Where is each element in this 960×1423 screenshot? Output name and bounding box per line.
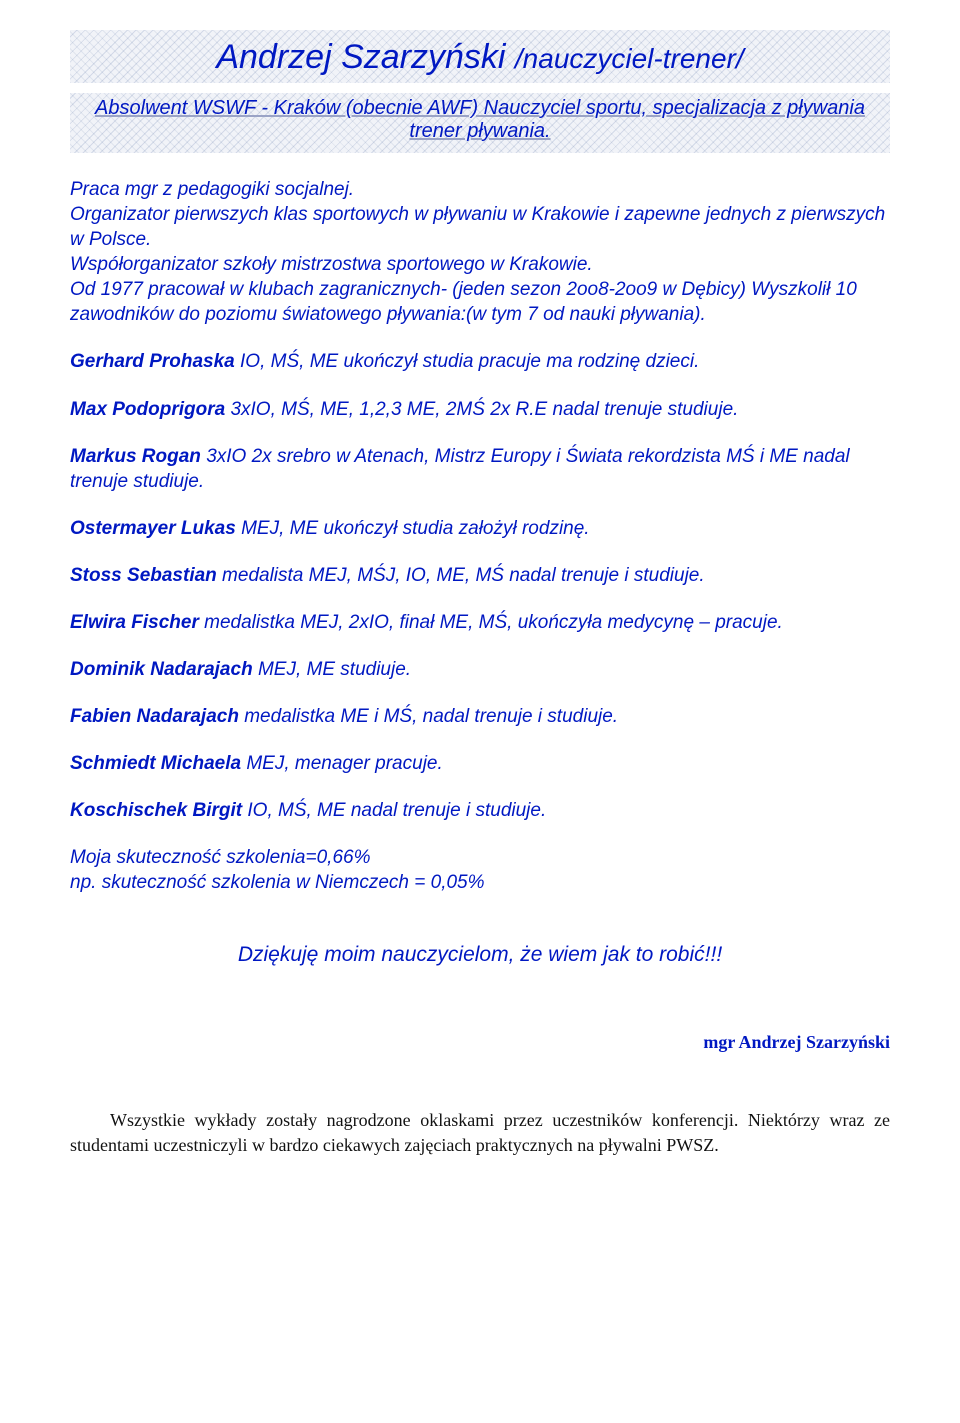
page-title-banner: Andrzej Szarzyński /nauczyciel-trener/ bbox=[70, 30, 890, 83]
athlete-entry: Gerhard Prohaska IO, MŚ, ME ukończył stu… bbox=[70, 349, 890, 374]
athlete-entry: Stoss Sebastian medalista MEJ, MŚJ, IO, … bbox=[70, 563, 890, 588]
athlete-desc: IO, MŚ, ME nadal trenuje i studiuje. bbox=[242, 800, 546, 821]
page-title-sub: /nauczyciel-trener/ bbox=[515, 43, 744, 74]
athlete-name: Fabien Nadarajach bbox=[70, 706, 239, 727]
athlete-name: Schmiedt Michaela bbox=[70, 753, 241, 774]
efficacy-paragraph: Moja skuteczność szkolenia=0,66% np. sku… bbox=[70, 845, 890, 895]
athlete-desc: medalistka ME i MŚ, nadal trenuje i stud… bbox=[239, 706, 618, 727]
athlete-entry: Elwira Fischer medalistka MEJ, 2xIO, fin… bbox=[70, 610, 890, 635]
athlete-entry: Max Podoprigora 3xIO, MŚ, ME, 1,2,3 ME, … bbox=[70, 397, 890, 422]
athlete-entry: Ostermayer Lukas MEJ, ME ukończył studia… bbox=[70, 516, 890, 541]
athlete-entry: Dominik Nadarajach MEJ, ME studiuje. bbox=[70, 657, 890, 682]
document-page: Andrzej Szarzyński /nauczyciel-trener/ A… bbox=[0, 0, 960, 1423]
intro-paragraph: Praca mgr z pedagogiki socjalnej. Organi… bbox=[70, 177, 890, 327]
athlete-name: Gerhard Prohaska bbox=[70, 351, 235, 372]
page-title-main: Andrzej Szarzyński bbox=[216, 38, 515, 76]
athlete-list: Gerhard Prohaska IO, MŚ, ME ukończył stu… bbox=[70, 349, 890, 823]
athlete-desc: MEJ, ME ukończył studia założył rodzinę. bbox=[236, 518, 590, 539]
athlete-name: Max Podoprigora bbox=[70, 399, 225, 420]
signature: mgr Andrzej Szarzyński bbox=[70, 1032, 890, 1053]
athlete-entry: Fabien Nadarajach medalistka ME i MŚ, na… bbox=[70, 704, 890, 729]
athlete-entry: Schmiedt Michaela MEJ, menager pracuje. bbox=[70, 751, 890, 776]
athlete-entry: Koschischek Birgit IO, MŚ, ME nadal tren… bbox=[70, 798, 890, 823]
athlete-name: Koschischek Birgit bbox=[70, 800, 242, 821]
athlete-desc: MEJ, menager pracuje. bbox=[241, 753, 443, 774]
thanks-line: Dziękuję moim nauczycielom, że wiem jak … bbox=[70, 943, 890, 967]
athlete-name: Ostermayer Lukas bbox=[70, 518, 236, 539]
footer-text: Wszystkie wykłady zostały nagrodzone okl… bbox=[70, 1110, 890, 1154]
athlete-desc: MEJ, ME studiuje. bbox=[253, 659, 411, 680]
athlete-name: Markus Rogan bbox=[70, 446, 201, 467]
page-subtitle: Absolwent WSWF - Kraków (obecnie AWF) Na… bbox=[70, 93, 890, 153]
footer-paragraph: Wszystkie wykłady zostały nagrodzone okl… bbox=[70, 1108, 890, 1157]
athlete-desc: 3xIO, MŚ, ME, 1,2,3 ME, 2MŚ 2x R.E nadal… bbox=[225, 399, 738, 420]
athlete-name: Elwira Fischer bbox=[70, 612, 199, 633]
athlete-name: Stoss Sebastian bbox=[70, 565, 217, 586]
athlete-desc: medalistka MEJ, 2xIO, finał ME, MŚ, ukoń… bbox=[199, 612, 783, 633]
athlete-desc: IO, MŚ, ME ukończył studia pracuje ma ro… bbox=[235, 351, 700, 372]
athlete-name: Dominik Nadarajach bbox=[70, 659, 253, 680]
athlete-entry: Markus Rogan 3xIO 2x srebro w Atenach, M… bbox=[70, 444, 890, 494]
athlete-desc: medalista MEJ, MŚJ, IO, ME, MŚ nadal tre… bbox=[217, 565, 705, 586]
